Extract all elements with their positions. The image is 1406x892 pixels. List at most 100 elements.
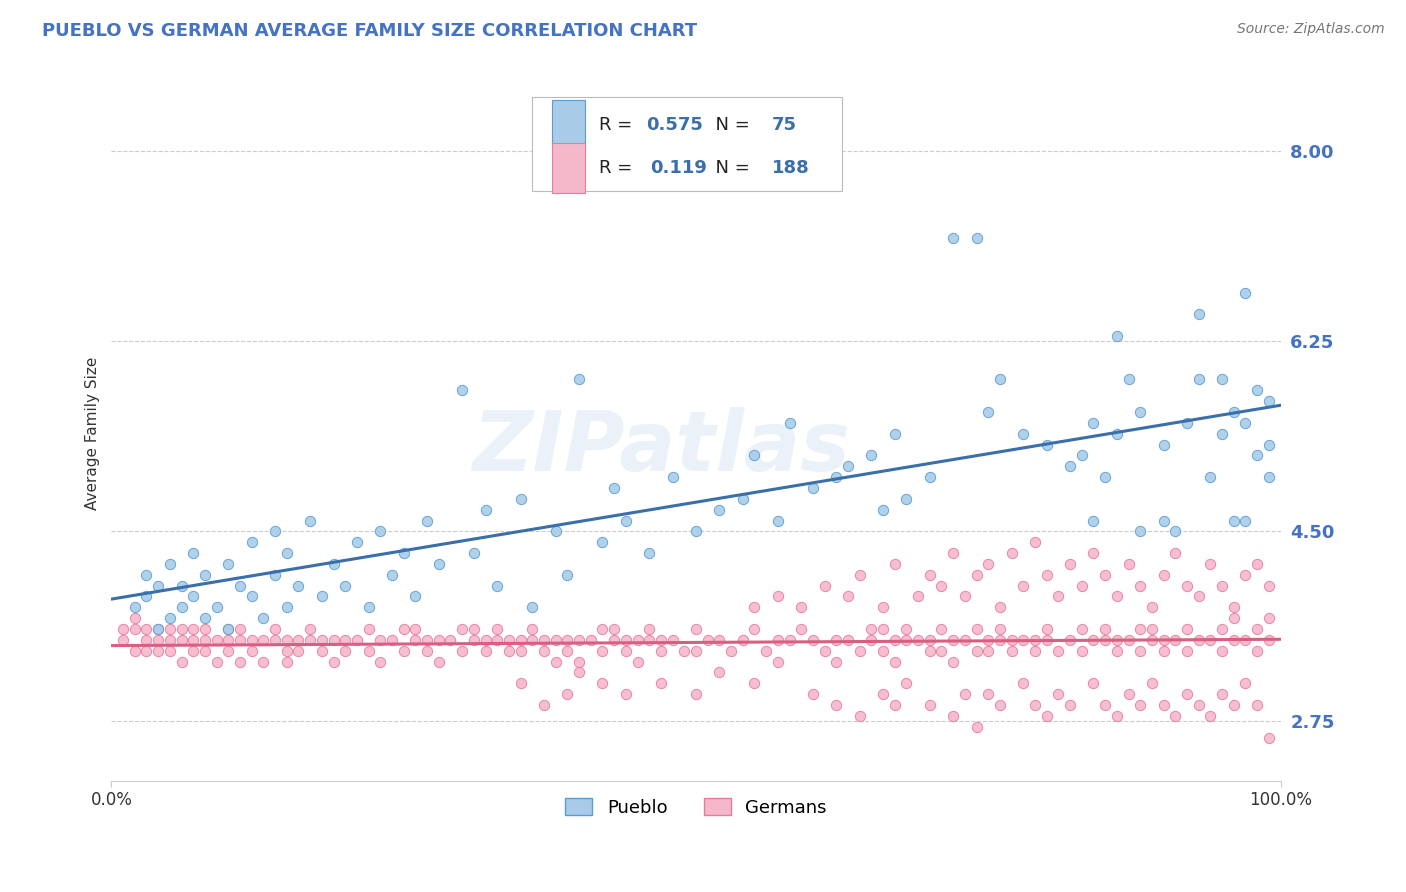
Point [1188, 698, 1211, 712]
Point [135, 622, 157, 636]
Point [170, 655, 193, 669]
Point [451, 384, 474, 398]
Point [112, 632, 135, 647]
Point [1118, 557, 1140, 571]
Point [404, 632, 426, 647]
Point [883, 557, 905, 571]
Point [988, 632, 1011, 647]
Point [1012, 632, 1035, 647]
Point [860, 622, 883, 636]
Point [1257, 437, 1279, 451]
Point [240, 644, 263, 658]
Point [217, 632, 239, 647]
Point [205, 600, 228, 615]
Point [837, 632, 859, 647]
Point [1129, 698, 1152, 712]
Point [766, 514, 789, 528]
Point [451, 622, 474, 636]
Point [1257, 632, 1279, 647]
Point [522, 632, 544, 647]
Point [801, 481, 824, 495]
Point [1211, 426, 1233, 441]
Point [148, 622, 170, 636]
Point [720, 644, 742, 658]
Point [229, 655, 252, 669]
Point [709, 665, 731, 680]
Point [557, 687, 579, 701]
Point [148, 644, 170, 658]
Point [1001, 632, 1024, 647]
Point [1012, 579, 1035, 593]
Text: ZIPatlas: ZIPatlas [472, 407, 849, 488]
Point [591, 644, 613, 658]
Point [451, 644, 474, 658]
Point [217, 622, 239, 636]
Point [1083, 514, 1105, 528]
Point [1094, 632, 1116, 647]
Point [860, 632, 883, 647]
Point [825, 632, 848, 647]
Point [1199, 557, 1222, 571]
Point [1083, 546, 1105, 560]
Point [1257, 611, 1279, 625]
Point [1083, 416, 1105, 430]
Point [1199, 632, 1222, 647]
Point [591, 535, 613, 549]
FancyBboxPatch shape [553, 143, 585, 193]
Point [217, 622, 239, 636]
Point [264, 567, 287, 582]
Point [883, 655, 905, 669]
Point [299, 632, 322, 647]
Point [276, 600, 298, 615]
Point [883, 426, 905, 441]
Point [416, 644, 439, 658]
Point [848, 709, 870, 723]
Point [533, 698, 555, 712]
Point [392, 644, 415, 658]
Point [1246, 622, 1268, 636]
Point [194, 611, 217, 625]
Point [416, 514, 439, 528]
Point [533, 632, 555, 647]
Point [1024, 698, 1046, 712]
Point [148, 622, 170, 636]
Point [1083, 676, 1105, 690]
Point [1001, 644, 1024, 658]
Point [1164, 524, 1187, 539]
Point [1012, 426, 1035, 441]
Point [463, 622, 485, 636]
Point [709, 502, 731, 516]
Point [1094, 698, 1116, 712]
Point [918, 644, 941, 658]
Point [848, 644, 870, 658]
Point [1234, 514, 1257, 528]
Point [744, 600, 766, 615]
Point [1105, 644, 1128, 658]
Point [439, 632, 461, 647]
Text: 0.575: 0.575 [645, 116, 703, 134]
Point [603, 622, 626, 636]
Point [1070, 644, 1092, 658]
Point [1153, 514, 1175, 528]
Point [1035, 622, 1057, 636]
Point [1105, 590, 1128, 604]
Point [953, 590, 976, 604]
Point [346, 632, 368, 647]
Point [368, 655, 391, 669]
Point [322, 632, 344, 647]
Point [1035, 437, 1057, 451]
Point [135, 567, 157, 582]
Point [579, 632, 602, 647]
Point [568, 632, 591, 647]
Point [1094, 567, 1116, 582]
Point [1105, 426, 1128, 441]
Point [1223, 405, 1246, 419]
Point [1047, 644, 1070, 658]
Point [872, 622, 894, 636]
Point [1070, 449, 1092, 463]
Point [966, 644, 988, 658]
Point [1153, 437, 1175, 451]
Point [264, 632, 287, 647]
Point [124, 644, 146, 658]
Point [357, 622, 380, 636]
